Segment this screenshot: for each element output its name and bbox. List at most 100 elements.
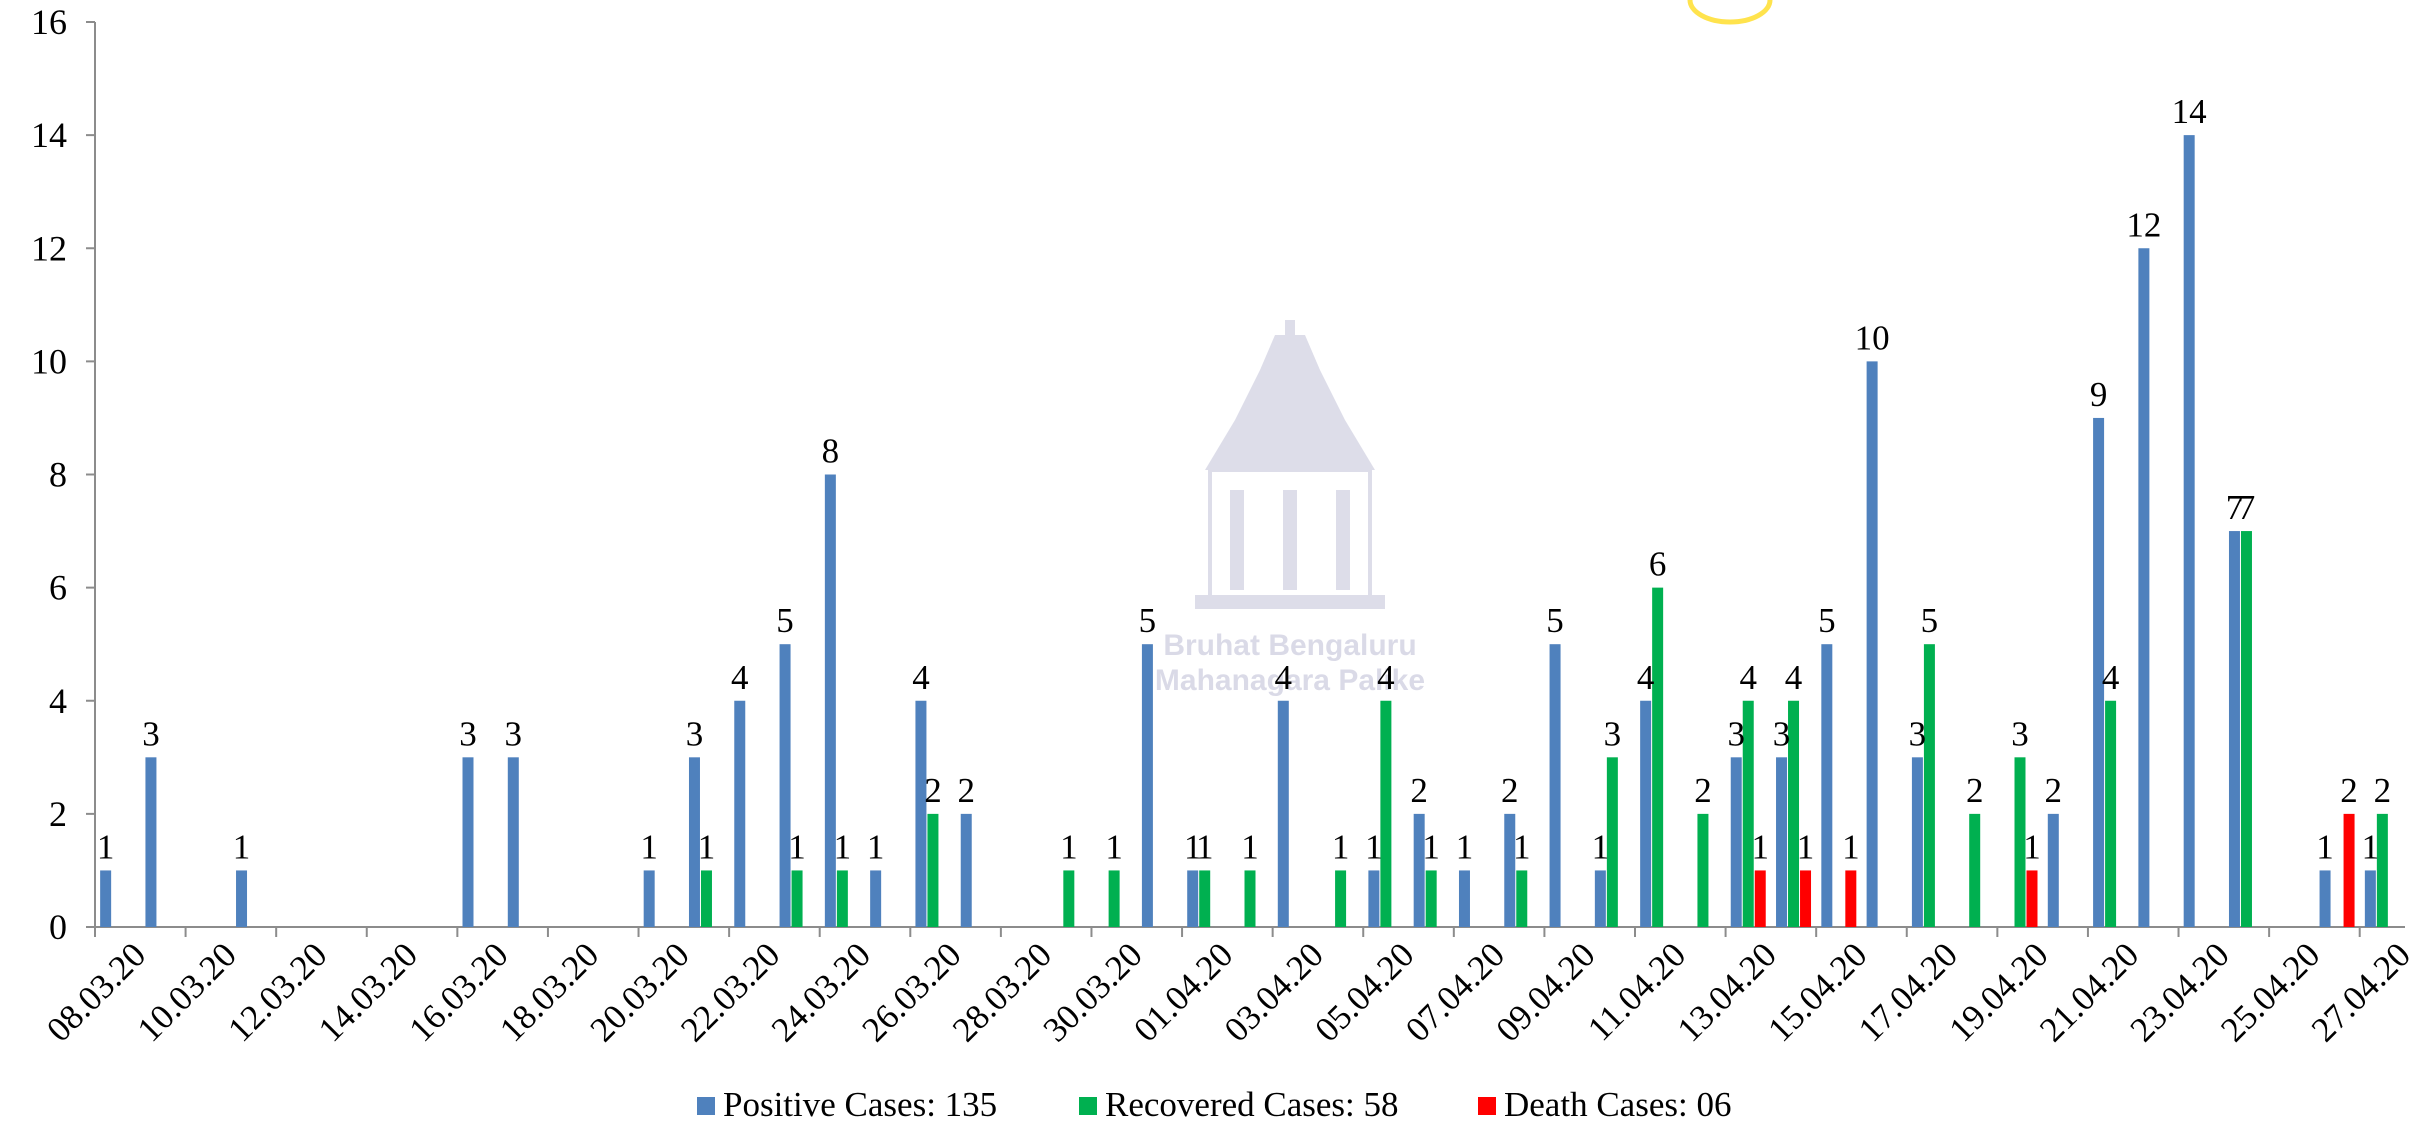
data-label: 10 bbox=[1855, 318, 1890, 357]
bar bbox=[1776, 757, 1788, 927]
data-label: 1 bbox=[2362, 827, 2380, 866]
data-label: 8 bbox=[822, 432, 840, 471]
x-tick-label: 13.04.20 bbox=[1670, 935, 1784, 1049]
bar bbox=[1413, 813, 1425, 927]
data-label: 3 bbox=[459, 714, 477, 753]
bar bbox=[1845, 870, 1857, 927]
bar bbox=[836, 870, 848, 927]
bar bbox=[1640, 700, 1652, 927]
bar bbox=[145, 757, 157, 927]
data-label: 1 bbox=[1797, 827, 1815, 866]
data-label: 4 bbox=[731, 658, 749, 697]
data-label: 2 bbox=[2340, 771, 2358, 810]
bar bbox=[1969, 813, 1981, 927]
bar bbox=[870, 870, 882, 927]
bar bbox=[1652, 587, 1664, 927]
data-label: 4 bbox=[1275, 658, 1293, 697]
x-tick-label: 16.03.20 bbox=[401, 935, 515, 1049]
bar bbox=[1742, 700, 1754, 927]
bar bbox=[1606, 757, 1618, 927]
data-label: 5 bbox=[1921, 601, 1939, 640]
data-label: 2 bbox=[924, 771, 942, 810]
data-label: 1 bbox=[2316, 827, 2334, 866]
data-label: 2 bbox=[957, 771, 975, 810]
bar bbox=[1911, 757, 1923, 927]
data-label: 2 bbox=[2045, 771, 2063, 810]
data-label: 2 bbox=[1410, 771, 1428, 810]
bar bbox=[2093, 417, 2105, 927]
x-tick-label: 11.04.20 bbox=[1580, 935, 1693, 1048]
bar bbox=[2026, 870, 2038, 927]
x-tick-label: 25.04.20 bbox=[2213, 935, 2327, 1049]
bar bbox=[2183, 135, 2195, 927]
x-tick-label: 10.03.20 bbox=[130, 935, 244, 1049]
data-label: 12 bbox=[2126, 205, 2161, 244]
bar bbox=[1244, 870, 1256, 927]
watermark-line-2: Mahanagara Palike bbox=[1155, 664, 1425, 697]
bar bbox=[927, 813, 939, 927]
y-tick-label: 0 bbox=[49, 907, 67, 947]
legend-swatch bbox=[1079, 1097, 1097, 1115]
bar bbox=[2138, 248, 2150, 927]
data-label: 3 bbox=[1909, 714, 1927, 753]
data-label: 7 bbox=[2238, 488, 2256, 527]
data-label: 3 bbox=[686, 714, 704, 753]
bar bbox=[734, 700, 746, 927]
data-label: 2 bbox=[2374, 771, 2392, 810]
bar bbox=[1199, 870, 1211, 927]
data-label: 2 bbox=[1694, 771, 1712, 810]
bar bbox=[1788, 700, 1800, 927]
bar bbox=[824, 474, 836, 927]
bar bbox=[2228, 531, 2240, 927]
y-tick-label: 16 bbox=[31, 2, 67, 42]
bar bbox=[1821, 644, 1833, 927]
data-label: 4 bbox=[1377, 658, 1395, 697]
x-tick-label: 22.03.20 bbox=[673, 935, 787, 1049]
bar bbox=[1458, 870, 1470, 927]
bar bbox=[236, 870, 248, 927]
x-tick-label: 15.04.20 bbox=[1760, 935, 1874, 1049]
x-tick-label: 05.04.20 bbox=[1307, 935, 1421, 1049]
bar bbox=[2105, 700, 2117, 927]
bar bbox=[462, 757, 474, 927]
bar bbox=[2343, 813, 2355, 927]
bar bbox=[688, 757, 700, 927]
data-label: 9 bbox=[2090, 375, 2108, 414]
bar bbox=[791, 870, 803, 927]
bar bbox=[100, 870, 112, 927]
data-label: 2 bbox=[1966, 771, 1984, 810]
x-tick-label: 24.03.20 bbox=[764, 935, 878, 1049]
bar bbox=[643, 870, 655, 927]
data-label: 1 bbox=[1422, 827, 1440, 866]
watermark-line-1: Bruhat Bengaluru bbox=[1163, 629, 1416, 662]
data-label: 1 bbox=[1456, 827, 1474, 866]
bar bbox=[1516, 870, 1528, 927]
x-axis: 08.03.2010.03.2012.03.2014.03.2016.03.20… bbox=[39, 926, 2418, 1049]
bar bbox=[960, 813, 972, 927]
data-label: 1 bbox=[2023, 827, 2041, 866]
bar bbox=[507, 757, 519, 927]
bar bbox=[1504, 813, 1516, 927]
data-label: 1 bbox=[1105, 827, 1123, 866]
data-label: 5 bbox=[1546, 601, 1564, 640]
data-label: 1 bbox=[1751, 827, 1769, 866]
data-label: 4 bbox=[912, 658, 930, 697]
data-label: 1 bbox=[1332, 827, 1350, 866]
data-label: 5 bbox=[1818, 601, 1836, 640]
x-tick-label: 17.04.20 bbox=[1851, 935, 1965, 1049]
x-tick-label: 08.03.20 bbox=[39, 935, 153, 1049]
bar bbox=[1800, 870, 1812, 927]
data-label: 1 bbox=[867, 827, 885, 866]
legend-label: Recovered Cases: 58 bbox=[1105, 1085, 1399, 1121]
data-label: 1 bbox=[698, 827, 716, 866]
data-label: 5 bbox=[1139, 601, 1157, 640]
data-label: 1 bbox=[1592, 827, 1610, 866]
data-label: 4 bbox=[1785, 658, 1803, 697]
data-label: 1 bbox=[1842, 827, 1860, 866]
x-tick-label: 21.04.20 bbox=[2032, 935, 2146, 1049]
legend-swatch bbox=[1478, 1097, 1496, 1115]
bar bbox=[1697, 813, 1709, 927]
data-label: 3 bbox=[1604, 714, 1622, 753]
